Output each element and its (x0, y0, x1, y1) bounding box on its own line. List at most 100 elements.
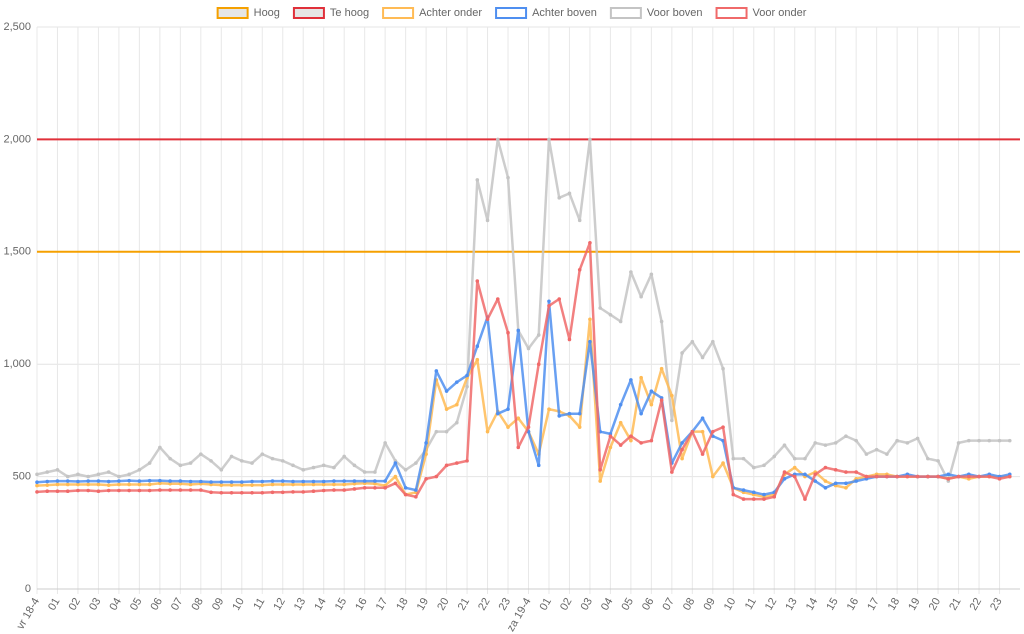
x-tick-label: 03 (579, 596, 596, 613)
data-point (55, 479, 60, 483)
data-point (629, 434, 633, 438)
x-tick-label: 01 (538, 596, 555, 613)
data-point (455, 461, 459, 465)
data-point (434, 369, 439, 373)
data-point (158, 445, 162, 450)
data-point (475, 279, 480, 283)
data-point (956, 474, 961, 479)
data-point (618, 443, 623, 447)
data-point (127, 472, 131, 477)
data-point (741, 497, 746, 501)
data-point (977, 474, 981, 479)
data-point (700, 429, 705, 434)
data-point (844, 434, 848, 438)
data-point (137, 479, 142, 483)
x-tick-label: 03 (87, 596, 104, 613)
data-point (567, 411, 572, 416)
data-point (803, 472, 807, 477)
data-point (967, 438, 971, 443)
data-point (864, 452, 869, 456)
x-tick-label: 10 (230, 596, 247, 613)
x-tick-label: 19 (906, 596, 923, 613)
data-point (373, 479, 377, 483)
data-point (342, 454, 346, 459)
x-tick-label: 09 (701, 596, 718, 613)
data-point (342, 482, 346, 487)
data-point (956, 441, 961, 445)
data-point (106, 488, 111, 493)
data-point (178, 488, 183, 492)
data-point (854, 470, 858, 474)
data-point (495, 411, 500, 416)
data-point (844, 470, 848, 474)
x-tick-label: 14 (312, 596, 329, 613)
data-point (711, 339, 715, 344)
data-point (444, 407, 449, 411)
data-point (393, 481, 398, 486)
data-point (158, 478, 162, 483)
data-point (567, 337, 572, 342)
data-point (516, 445, 521, 450)
data-point (168, 481, 172, 486)
data-point (188, 479, 193, 484)
data-point (700, 452, 705, 456)
data-point (147, 482, 152, 487)
legend-swatch (382, 7, 415, 19)
x-tick-label: 13 (292, 596, 309, 613)
data-point (96, 472, 101, 477)
data-point (772, 495, 777, 499)
x-tick-label: 08 (681, 596, 698, 613)
data-point (598, 479, 602, 483)
data-point (639, 441, 643, 445)
data-point (526, 425, 531, 429)
data-point (721, 461, 725, 465)
data-point (260, 490, 265, 495)
x-tick-label: 12 (271, 596, 288, 613)
data-point (670, 470, 674, 474)
data-point (516, 416, 521, 420)
data-point (495, 297, 500, 301)
x-tick-label: 14 (804, 596, 821, 613)
data-point (219, 490, 224, 495)
data-point (926, 456, 930, 461)
x-tick-label: 16 (353, 596, 370, 613)
data-point (588, 241, 592, 245)
legend-swatch (292, 7, 325, 19)
data-point (137, 488, 142, 493)
data-point (608, 445, 613, 450)
data-point (229, 480, 234, 484)
data-point (813, 472, 818, 477)
data-point (383, 441, 387, 445)
data-point (373, 486, 377, 490)
data-point (35, 483, 39, 488)
x-tick-label: 18 (886, 596, 903, 613)
data-point (65, 479, 70, 483)
data-point (311, 479, 316, 484)
x-tick-label: 15 (824, 596, 841, 613)
data-point (362, 470, 367, 474)
data-point (301, 490, 306, 494)
data-point (598, 306, 602, 310)
data-point (55, 489, 60, 494)
x-tick-label: 12 (763, 596, 780, 613)
data-point (547, 303, 551, 308)
data-point (588, 339, 592, 344)
data-point (414, 461, 418, 465)
data-point (516, 328, 521, 333)
data-point (321, 488, 326, 493)
data-point (291, 482, 295, 487)
data-point (147, 478, 152, 483)
data-point (403, 468, 408, 472)
data-point (639, 294, 643, 299)
data-point (680, 456, 684, 461)
data-point (393, 474, 398, 479)
y-tick-label: 500 (13, 471, 31, 483)
data-point (76, 472, 80, 477)
data-point (280, 479, 285, 483)
data-point (649, 402, 654, 407)
data-point (946, 472, 951, 477)
data-point (997, 477, 1002, 481)
data-point (393, 461, 398, 465)
data-point (45, 470, 50, 474)
data-point (844, 481, 848, 486)
